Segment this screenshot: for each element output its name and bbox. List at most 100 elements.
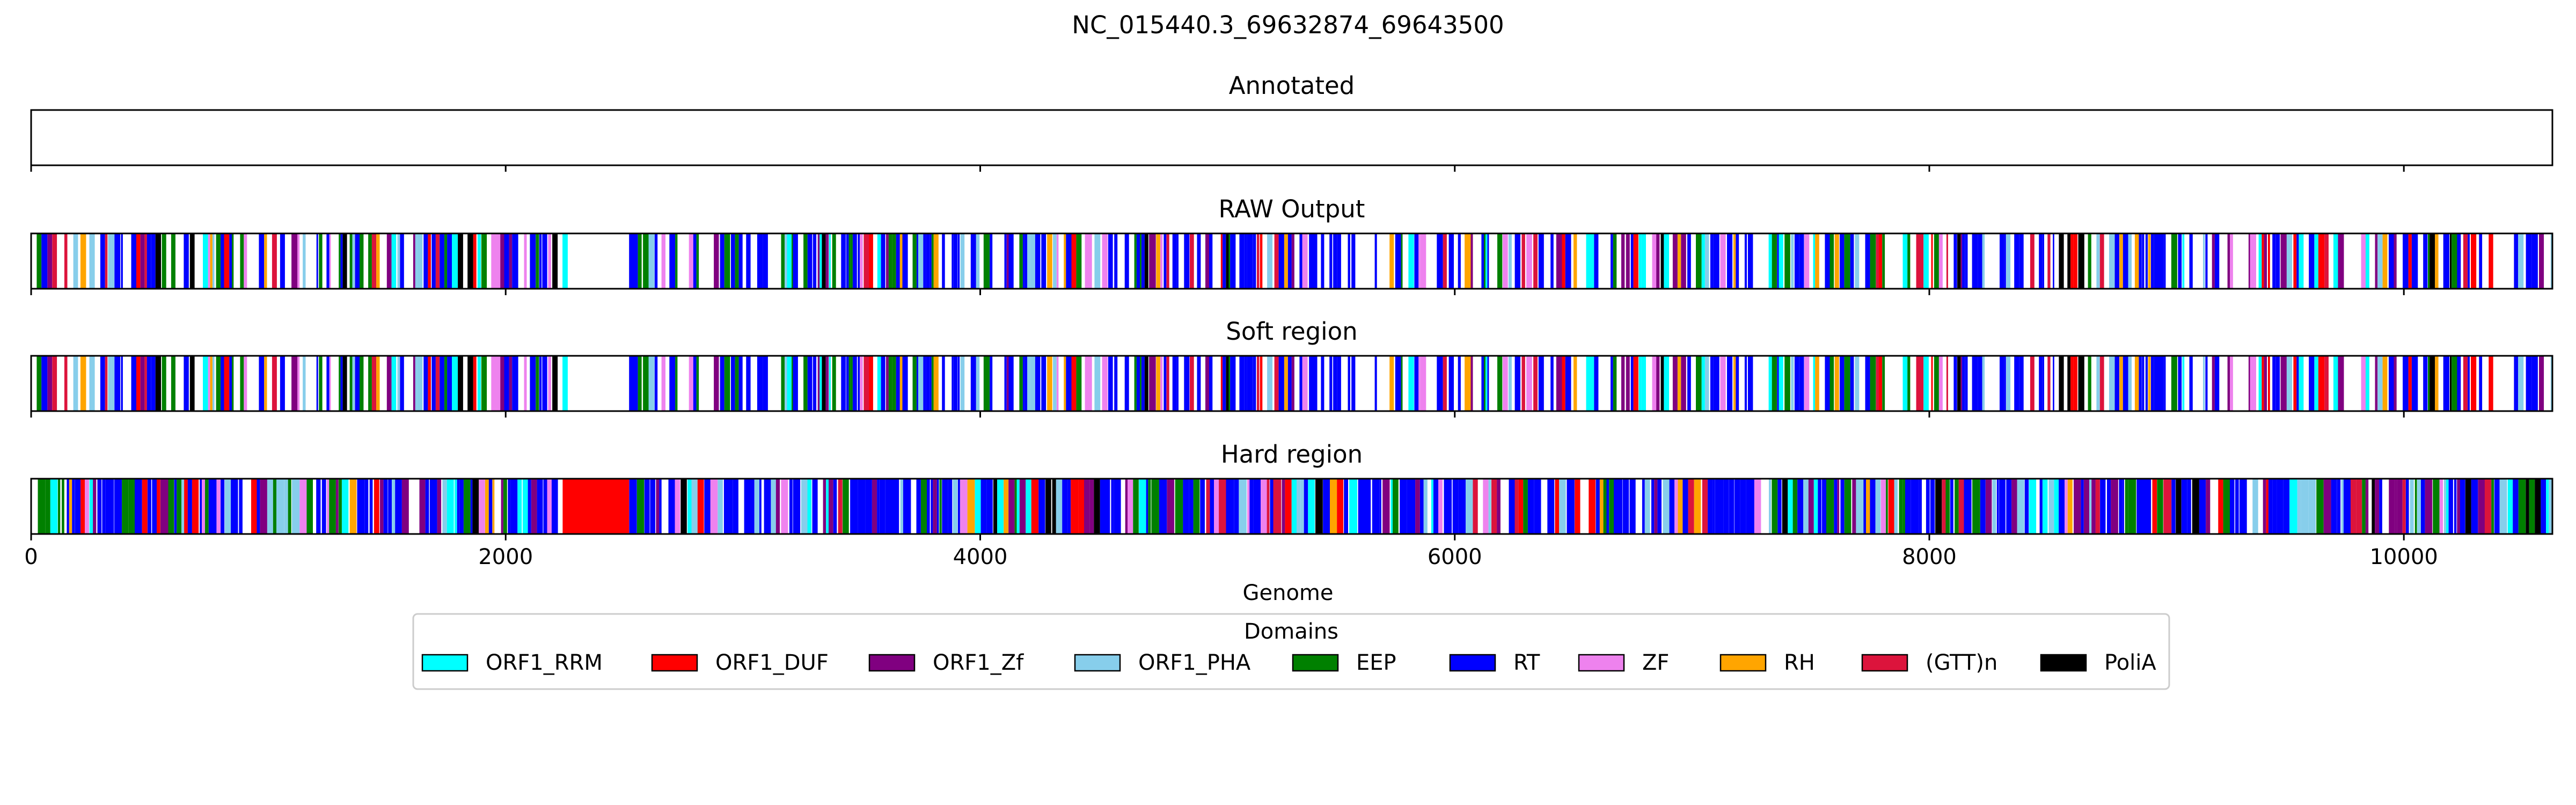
domain-feature	[1902, 479, 1905, 534]
domain-feature	[829, 479, 833, 534]
domain-feature	[299, 479, 307, 534]
domain-feature	[62, 479, 64, 534]
domain-feature	[1907, 233, 1911, 289]
domain-feature	[1418, 356, 1421, 411]
domain-feature	[244, 233, 247, 289]
domain-feature	[2067, 356, 2071, 411]
domain-feature	[872, 479, 877, 534]
domain-feature	[2439, 479, 2443, 534]
domain-feature	[1534, 479, 1541, 534]
domain-feature	[528, 479, 531, 534]
domain-feature	[437, 479, 442, 534]
domain-feature	[1134, 356, 1137, 411]
domain-feature	[2433, 479, 2440, 534]
domain-feature	[440, 356, 444, 411]
domain-feature	[1953, 233, 1957, 289]
domain-feature	[205, 479, 209, 534]
domain-feature	[1586, 233, 1592, 289]
domain-feature	[174, 479, 177, 534]
domain-feature	[2366, 356, 2369, 411]
domain-feature	[2239, 479, 2247, 534]
domain-feature	[1840, 479, 1845, 534]
domain-feature	[718, 479, 723, 534]
domain-feature	[2114, 233, 2119, 289]
domain-feature	[376, 356, 380, 411]
domain-feature	[1220, 233, 1223, 289]
domain-feature	[2065, 479, 2068, 534]
domain-feature	[111, 233, 115, 289]
domain-feature	[548, 356, 551, 411]
domain-feature	[537, 479, 543, 534]
domain-feature	[1414, 233, 1419, 289]
domain-feature	[485, 479, 489, 534]
x-tick-label: 0	[24, 545, 38, 569]
domain-feature	[388, 479, 392, 534]
domain-feature	[2394, 356, 2397, 411]
domain-feature	[1894, 479, 1898, 534]
domain-feature	[1652, 356, 1657, 411]
domain-feature	[386, 356, 392, 411]
domain-feature	[2389, 479, 2395, 534]
domain-feature	[710, 479, 718, 534]
domain-feature	[297, 356, 300, 411]
domain-feature	[1175, 479, 1183, 534]
domain-feature	[562, 233, 568, 289]
domain-feature	[1465, 233, 1471, 289]
domain-feature	[1144, 233, 1148, 289]
domain-feature	[303, 356, 306, 411]
domain-feature	[689, 356, 693, 411]
domain-feature	[2128, 479, 2136, 534]
domain-feature	[1777, 479, 1782, 534]
domain-feature	[696, 233, 699, 289]
domain-feature	[291, 356, 298, 411]
domain-feature	[1149, 233, 1151, 289]
domain-feature	[2403, 233, 2409, 289]
domain-feature	[500, 233, 504, 289]
domain-feature	[899, 233, 903, 289]
domain-feature	[1674, 479, 1678, 534]
domain-feature	[1638, 233, 1642, 289]
domain-feature	[1124, 233, 1129, 289]
domain-feature	[1747, 356, 1753, 411]
legend-label: ORF1_DUF	[715, 650, 829, 675]
domain-feature	[1299, 356, 1302, 411]
domain-feature	[321, 479, 326, 534]
domain-feature	[2053, 356, 2054, 411]
domain-feature	[47, 233, 53, 289]
domain-feature	[1614, 479, 1620, 534]
domain-feature	[2454, 479, 2457, 534]
domain-feature	[1214, 479, 1219, 534]
domain-feature	[2299, 356, 2304, 411]
domain-feature	[960, 479, 968, 534]
domain-feature	[280, 356, 285, 411]
domain-feature	[1239, 479, 1247, 534]
domain-feature	[452, 356, 458, 411]
domain-feature	[2275, 356, 2280, 411]
domain-feature	[1189, 356, 1194, 411]
domain-feature	[2403, 356, 2409, 411]
domain-feature	[714, 233, 719, 289]
domain-feature	[542, 233, 545, 289]
domain-feature	[731, 356, 735, 411]
domain-feature	[259, 356, 265, 411]
domain-feature	[542, 356, 545, 411]
domain-feature	[105, 479, 110, 534]
domain-feature	[224, 356, 230, 411]
domain-feature	[47, 356, 53, 411]
domain-feature	[417, 356, 423, 411]
domain-feature	[803, 233, 808, 289]
domain-feature	[128, 479, 135, 534]
domain-feature	[2199, 479, 2206, 534]
domain-feature	[1642, 479, 1645, 534]
domain-feature	[1565, 356, 1571, 411]
domain-feature	[202, 479, 206, 534]
domain-feature	[316, 233, 318, 289]
domain-feature	[1382, 479, 1390, 534]
domain-feature	[1942, 479, 1946, 534]
domain-feature	[545, 356, 547, 411]
domain-feature	[1696, 356, 1702, 411]
domain-feature	[2081, 479, 2084, 534]
domain-feature	[339, 233, 341, 289]
domain-feature	[1980, 479, 1986, 534]
domain-feature	[2421, 479, 2425, 534]
